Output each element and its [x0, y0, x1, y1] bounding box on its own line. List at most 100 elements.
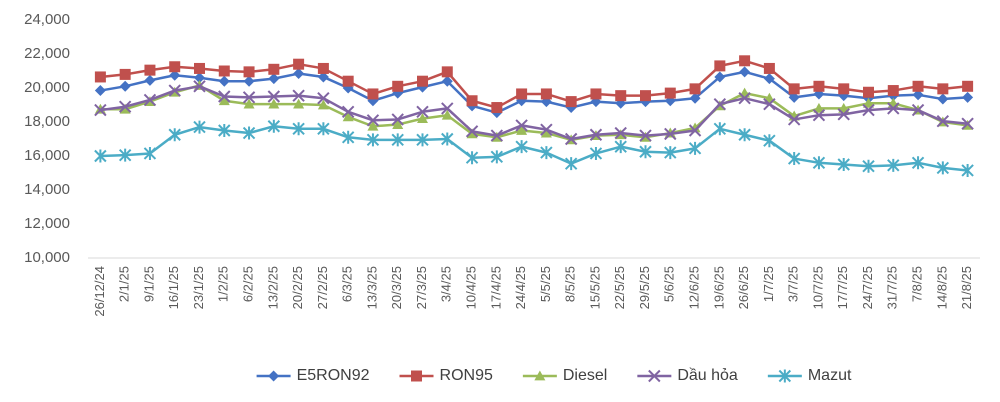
x-tick-label: 8/5/25 [563, 266, 578, 302]
x-tick-label: 6/3/25 [340, 266, 355, 302]
marker [540, 146, 553, 160]
x-tick-label: 2/1/25 [117, 266, 132, 302]
legend-label: Mazut [808, 367, 852, 384]
marker [763, 134, 776, 148]
x-tick-label: 7/8/25 [909, 266, 924, 302]
marker [515, 119, 528, 132]
marker [465, 125, 479, 138]
marker [887, 102, 900, 115]
x-tick-label: 14/8/25 [934, 266, 949, 309]
marker [534, 370, 546, 381]
marker [688, 141, 702, 155]
marker [837, 158, 850, 171]
marker [788, 91, 800, 103]
x-tick-label: 24/7/25 [860, 266, 875, 309]
marker [392, 119, 404, 129]
x-tick-label: 1/7/25 [761, 266, 776, 302]
x-tick-label: 20/2/25 [290, 266, 305, 309]
marker [94, 85, 106, 97]
marker [713, 122, 727, 136]
y-tick-label: 18,000 [24, 113, 70, 130]
marker [912, 89, 924, 101]
y-tick-label: 22,000 [24, 45, 70, 62]
marker [911, 156, 925, 170]
marker [491, 102, 503, 114]
marker [648, 369, 661, 383]
marker [862, 103, 875, 117]
marker [639, 145, 652, 159]
marker [564, 132, 578, 146]
marker [243, 75, 255, 87]
marker [169, 69, 181, 81]
marker [763, 62, 775, 74]
x-tick-label: 6/2/25 [240, 266, 255, 302]
x-tick-label: 27/3/25 [414, 266, 429, 309]
marker [292, 122, 305, 136]
marker [242, 126, 256, 140]
marker [144, 74, 156, 86]
marker [912, 80, 924, 92]
marker [590, 88, 602, 100]
marker [366, 114, 380, 127]
marker [267, 90, 281, 103]
marker [144, 64, 156, 76]
marker [564, 157, 578, 171]
marker [962, 80, 974, 92]
marker [268, 98, 280, 109]
marker [714, 60, 726, 72]
series-line [100, 85, 968, 141]
marker [490, 129, 504, 142]
marker [367, 120, 379, 131]
legend-label: E5RON92 [297, 367, 370, 384]
x-tick-label: 1/2/25 [216, 266, 231, 302]
marker [194, 62, 205, 74]
legend-label: RON95 [440, 367, 493, 384]
marker [218, 65, 230, 77]
marker [391, 113, 404, 126]
legend-label: Diesel [563, 367, 607, 384]
y-tick-label: 12,000 [24, 215, 70, 232]
y-tick-label: 10,000 [24, 249, 70, 266]
marker [639, 129, 652, 142]
marker [342, 111, 354, 122]
marker [417, 75, 428, 87]
marker [94, 103, 107, 117]
marker [392, 80, 404, 92]
x-tick-label: 10/4/25 [463, 266, 478, 309]
marker [787, 113, 801, 126]
series-line [100, 125, 968, 172]
marker [94, 71, 106, 83]
marker [366, 133, 380, 147]
marker [911, 103, 925, 117]
marker [441, 102, 454, 115]
legend-label: Dầu hỏa [677, 367, 738, 384]
marker [739, 66, 751, 78]
marker [367, 88, 379, 100]
marker [838, 83, 850, 95]
x-tick-label: 24/4/25 [513, 266, 528, 309]
marker [763, 97, 776, 111]
marker [268, 370, 280, 382]
marker [738, 91, 751, 105]
x-tick-label: 17/4/25 [488, 266, 503, 309]
marker [317, 71, 329, 83]
marker [863, 97, 874, 108]
marker [813, 80, 825, 92]
marker [664, 127, 677, 141]
marker [640, 90, 651, 102]
x-tick-label: 13/3/25 [364, 266, 379, 309]
marker [515, 140, 528, 154]
marker [293, 98, 305, 109]
legend: E5RON92 RON95 Diesel Dầu hỏa Mazut [256, 367, 852, 384]
marker [118, 148, 132, 162]
x-tick-label: 19/6/25 [711, 266, 726, 309]
marker [194, 72, 205, 84]
y-tick-label: 24,000 [24, 11, 70, 28]
x-tick-label: 5/5/25 [538, 266, 553, 302]
marker [441, 66, 453, 78]
marker [317, 91, 330, 105]
marker [812, 108, 826, 122]
marker [937, 83, 949, 95]
marker [168, 128, 181, 142]
